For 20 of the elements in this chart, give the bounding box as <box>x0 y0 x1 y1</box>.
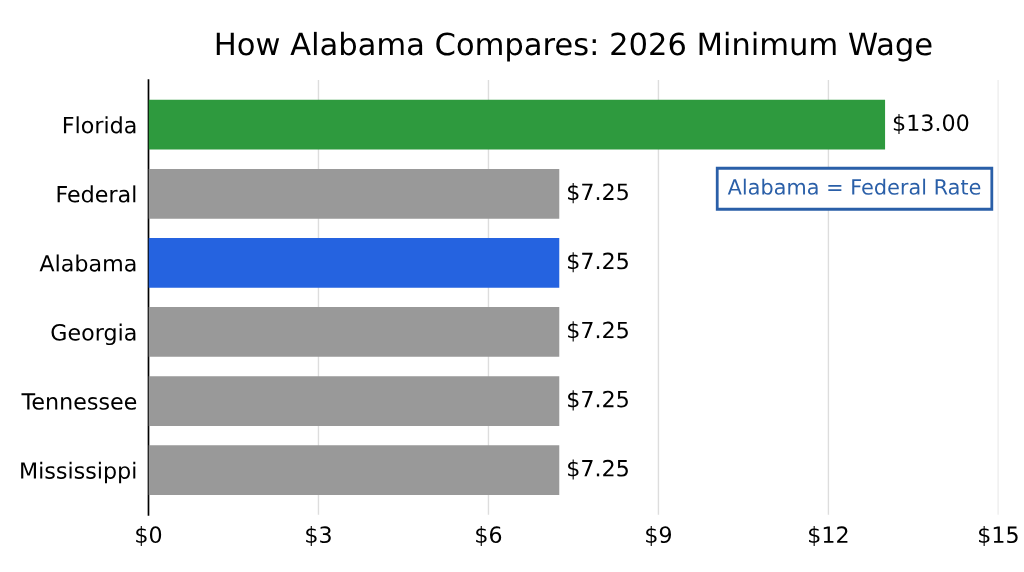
x-tick-label: $3 <box>306 525 331 547</box>
y-tick-label: Alabama <box>39 254 136 272</box>
y-tick-label: Georgia <box>51 323 136 346</box>
data-label: $7.25 <box>568 459 628 480</box>
y-tick-label: Mississippi <box>21 461 136 484</box>
x-tick-label: $12 <box>809 525 848 547</box>
data-label: $7.25 <box>568 390 628 411</box>
y-tick-label: Federal <box>57 185 136 203</box>
annotation: Alabama = Federal Rate <box>727 178 981 195</box>
y-tick-label: Florida <box>63 116 136 134</box>
x-tick-label: $9 <box>646 525 672 547</box>
data-label: $7.25 <box>568 321 628 342</box>
data-label: $7.25 <box>568 183 628 204</box>
data-label: $7.25 <box>568 252 628 273</box>
x-tick-label: $6 <box>476 525 502 547</box>
y-tick-label: Tennessee <box>21 393 137 410</box>
x-tick-label: $0 <box>136 525 162 547</box>
chart-title: How Alabama Compares: 2026 Minimum Wage <box>216 31 932 62</box>
data-label: $13.00 <box>893 113 969 135</box>
x-tick-label: $15 <box>979 525 1018 547</box>
